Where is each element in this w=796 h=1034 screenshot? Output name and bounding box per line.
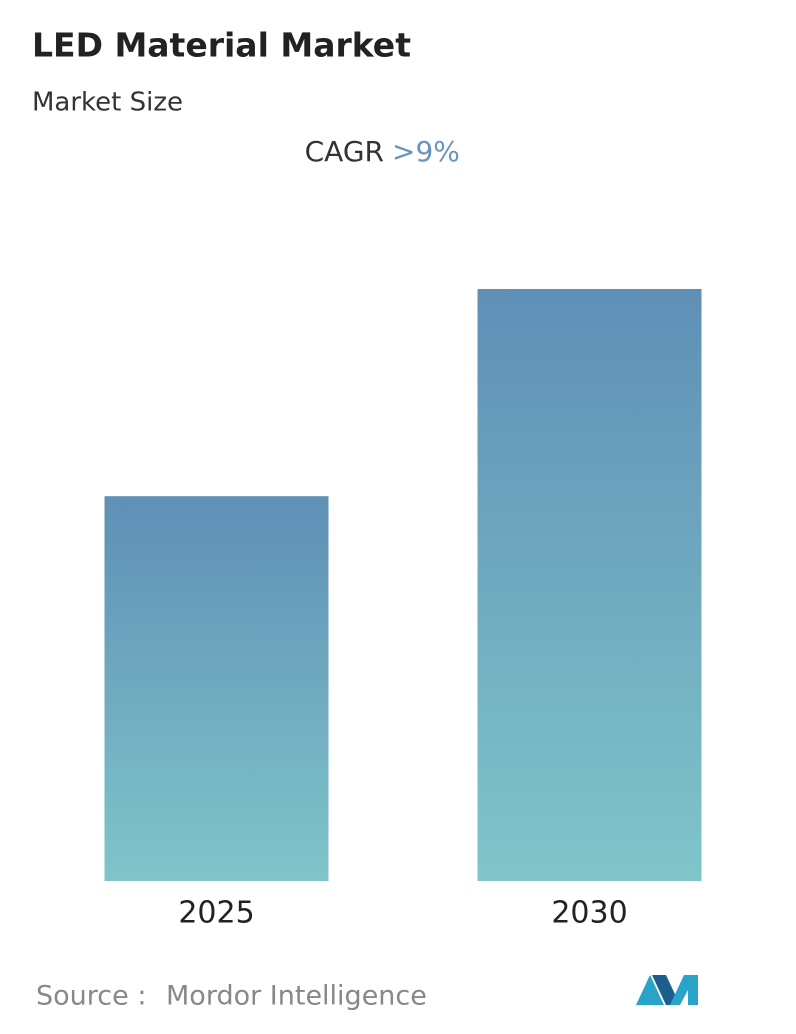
bar bbox=[104, 496, 329, 881]
chart-subtitle: Market Size bbox=[32, 88, 183, 118]
x-tick-label: 2030 bbox=[551, 896, 627, 931]
chart-title: LED Material Market bbox=[32, 26, 411, 65]
x-tick-label: 2025 bbox=[178, 896, 254, 931]
source: Mordor Intelligence bbox=[166, 981, 427, 1012]
bar bbox=[477, 289, 702, 881]
logo bbox=[636, 975, 698, 1005]
cagr-label: CAGR bbox=[305, 135, 384, 168]
source-label: Source : bbox=[36, 981, 146, 1012]
cagr-value: >9% bbox=[392, 135, 460, 168]
